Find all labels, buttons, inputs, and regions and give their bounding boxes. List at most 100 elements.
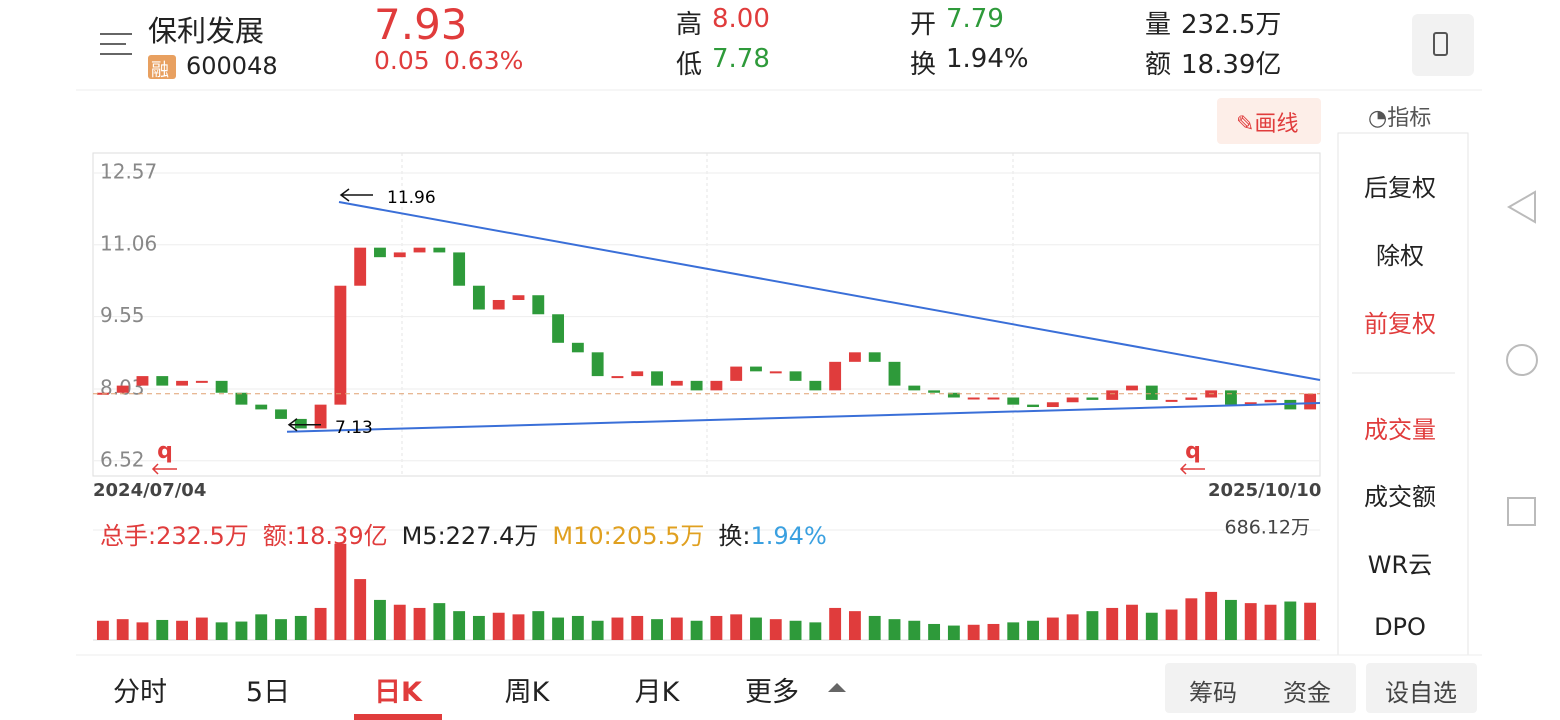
candle	[1185, 397, 1198, 400]
volume-bar	[1304, 602, 1317, 640]
candle	[156, 376, 169, 386]
annotation-label: 7.13	[335, 418, 373, 438]
candle	[1225, 390, 1237, 405]
volume-bar	[235, 621, 248, 640]
price: 7.93	[374, 0, 468, 49]
volume-bar	[532, 611, 545, 640]
candle	[1145, 385, 1158, 400]
y-tick-label: 11.06	[100, 231, 157, 255]
volume-bar	[1086, 611, 1099, 640]
candle	[314, 404, 327, 429]
volume-bar	[136, 622, 149, 640]
nav-home[interactable]	[1506, 344, 1538, 376]
indicator-text: 指标	[1387, 106, 1432, 131]
tab[interactable]: 月K	[634, 677, 680, 708]
volume-bar	[1225, 599, 1237, 640]
volume-bar	[690, 620, 703, 640]
volume-bar	[769, 619, 782, 640]
volume-bar	[294, 615, 307, 640]
signal-label: q	[157, 439, 173, 464]
volume-bar	[1264, 604, 1277, 640]
candle	[928, 390, 941, 393]
candle	[967, 397, 980, 400]
volume-bar	[829, 607, 842, 640]
signal-arrow	[151, 463, 177, 475]
tab[interactable]: 分时	[113, 677, 167, 708]
draw-label[interactable]: ✎画线	[1236, 112, 1299, 137]
stat-label: 额	[1145, 50, 1172, 80]
side-menu-item[interactable]: 成交额	[1364, 483, 1436, 511]
annotation-arrow	[339, 188, 373, 202]
candle	[255, 404, 268, 410]
annotation-arrow	[287, 418, 321, 432]
candle	[987, 397, 1000, 400]
tab[interactable]: 更多	[745, 677, 799, 708]
trend-line	[286, 402, 1321, 433]
tag: 融	[151, 60, 169, 81]
candle	[789, 371, 802, 381]
volume-bar	[393, 604, 406, 640]
volume-bar	[334, 543, 347, 640]
volume-bar	[1126, 604, 1138, 640]
nav-recent[interactable]	[1507, 497, 1536, 526]
volume-bar	[354, 579, 367, 640]
candle	[651, 371, 663, 386]
side-menu-item[interactable]: 除权	[1376, 242, 1424, 270]
signal-label: q	[1185, 439, 1201, 464]
button[interactable]: 设自选	[1385, 679, 1457, 707]
volume-bar	[472, 615, 485, 640]
volume-header-item: M10:205.5万	[552, 522, 705, 550]
volume-header: 总手:232.5万 额:18.39亿 M5:227.4万 M10:205.5万 换:1.…	[100, 516, 841, 551]
candle	[591, 352, 604, 377]
volume-bar	[1165, 609, 1178, 640]
candle	[374, 247, 386, 258]
indicator-label[interactable]: ◔指标	[1368, 106, 1432, 131]
side-menu-item[interactable]: 后复权	[1364, 174, 1436, 202]
candle	[1106, 390, 1119, 400]
candle	[294, 418, 307, 429]
volume-bar	[611, 617, 624, 640]
volume-bar	[928, 623, 941, 640]
side-menu-item[interactable]: DPO	[1374, 613, 1426, 641]
candle	[908, 385, 921, 391]
device-button[interactable]	[1412, 14, 1474, 76]
stat-label: 低	[676, 50, 703, 80]
v-grid	[401, 153, 1014, 476]
side-menu-item[interactable]: 前复权	[1364, 310, 1436, 338]
tab[interactable]: 5日	[245, 677, 291, 708]
y-tick-label: 12.57	[100, 159, 157, 183]
volume-bar	[750, 617, 762, 640]
volume-bar	[314, 607, 327, 640]
stat-value: 8.00	[712, 4, 770, 34]
draw-button[interactable]	[1217, 98, 1321, 144]
stat-label: 换	[910, 50, 937, 80]
volume-bar	[156, 619, 169, 640]
tab[interactable]: 日K	[374, 677, 422, 708]
volume-header-item: 总手:232.5万	[100, 522, 249, 550]
change-pct: 0.63%	[444, 46, 524, 75]
menu-icon[interactable]	[100, 33, 132, 55]
button[interactable]: 资金	[1283, 679, 1331, 707]
volume-bar	[275, 619, 287, 640]
volume-bar	[1027, 620, 1039, 640]
volume-bar	[413, 607, 426, 640]
candle	[492, 299, 505, 310]
candle	[1046, 402, 1059, 408]
candle	[136, 376, 149, 386]
volume-tick-label: 686.12万	[1225, 517, 1310, 539]
volume-bar	[868, 615, 881, 640]
x-end: 2025/10/10	[1208, 480, 1322, 501]
candle	[868, 352, 881, 362]
side-menu-item[interactable]: WR云	[1367, 551, 1433, 579]
side-menu-item[interactable]: 成交量	[1364, 416, 1436, 444]
nav-back[interactable]	[1506, 190, 1536, 224]
tab[interactable]: 周K	[504, 677, 550, 708]
stat-label: 高	[676, 10, 703, 40]
candle	[1264, 399, 1277, 403]
volume-bar	[433, 603, 446, 640]
button[interactable]: 筹码	[1189, 679, 1237, 707]
volume-bar	[710, 615, 723, 640]
x-start: 2024/07/04	[93, 480, 207, 501]
candle	[1165, 399, 1178, 402]
candle	[354, 247, 367, 286]
